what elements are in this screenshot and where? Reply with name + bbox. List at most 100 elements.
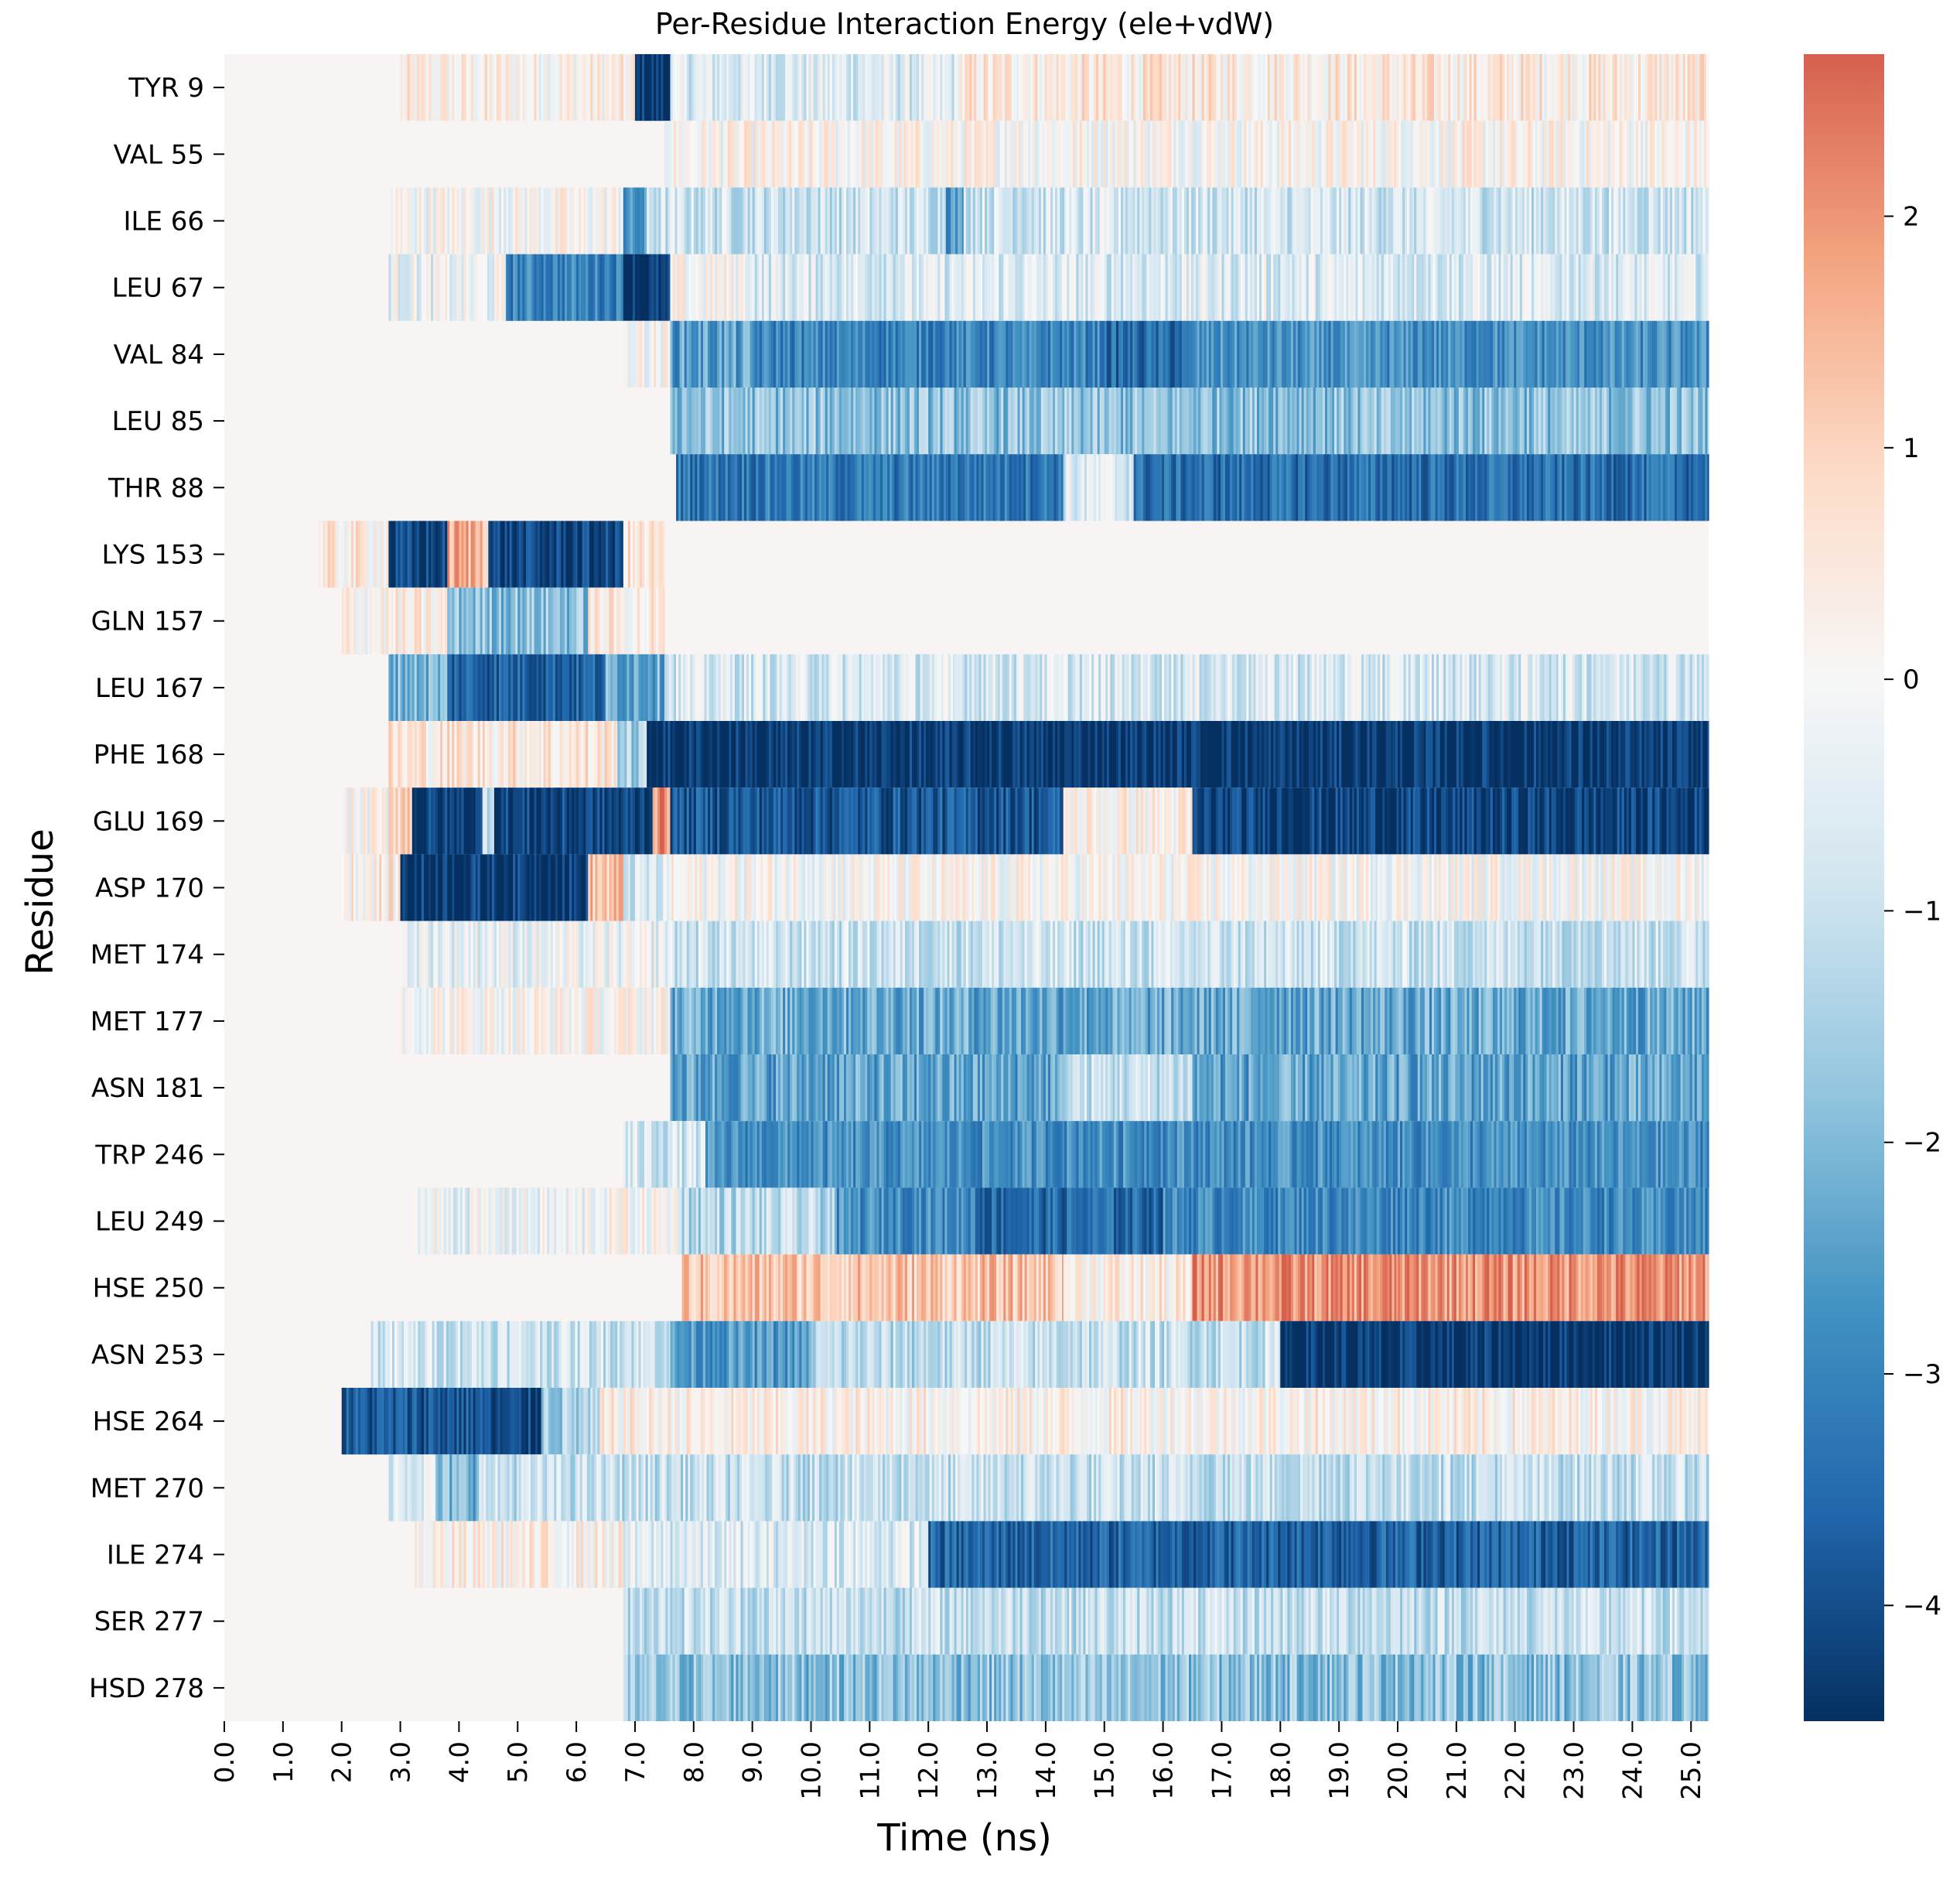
heatmap-cell <box>1702 388 1706 455</box>
heatmap-cell <box>1115 254 1119 321</box>
heatmap-cell <box>920 654 924 721</box>
heatmap-cell <box>1657 320 1660 388</box>
heatmap-cell <box>881 320 885 388</box>
heatmap-cell <box>965 121 968 188</box>
heatmap-cell <box>1300 320 1303 388</box>
heatmap-cell <box>1371 454 1374 521</box>
heatmap-cell <box>1666 654 1670 721</box>
heatmap-cell <box>1555 121 1559 188</box>
heatmap-cell <box>452 54 455 121</box>
heatmap-cell <box>1225 54 1228 121</box>
heatmap-cell <box>1374 721 1378 788</box>
heatmap-cell <box>654 721 657 788</box>
heatmap-cell <box>970 187 974 255</box>
heatmap-cell <box>416 654 420 721</box>
heatmap-cell <box>1637 388 1641 455</box>
heatmap-cell <box>548 787 551 855</box>
heatmap-cell <box>548 54 551 121</box>
heatmap-cell <box>1026 654 1029 721</box>
heatmap-cell <box>688 121 691 188</box>
heatmap-cell <box>1453 388 1457 455</box>
heatmap-cell <box>1600 121 1604 188</box>
heatmap-cell <box>1542 121 1545 188</box>
heatmap-cell <box>724 388 727 455</box>
heatmap-cell <box>1541 254 1544 321</box>
heatmap-cell <box>1483 320 1487 388</box>
heatmap-cell <box>1266 254 1269 321</box>
heatmap-cell <box>674 187 678 255</box>
heatmap-cell <box>1256 254 1260 321</box>
heatmap-cell <box>780 54 784 121</box>
heatmap-cell <box>1067 320 1070 388</box>
heatmap-cell <box>971 654 975 721</box>
heatmap-cell <box>1374 187 1378 255</box>
heatmap-cell <box>807 454 811 521</box>
heatmap-cell <box>926 721 929 788</box>
heatmap-cell <box>992 320 995 388</box>
heatmap-cell <box>1442 187 1446 255</box>
heatmap-cell <box>1579 54 1583 121</box>
heatmap-cell <box>1255 320 1259 388</box>
heatmap-cell <box>1353 187 1356 255</box>
heatmap-cell <box>985 121 989 188</box>
heatmap-cell <box>586 254 589 321</box>
heatmap-cell <box>1139 320 1142 388</box>
heatmap-cell <box>534 587 538 654</box>
heatmap-cell <box>611 54 615 121</box>
heatmap-cell <box>838 121 842 188</box>
heatmap-cell <box>1652 320 1655 388</box>
heatmap-cell <box>1142 54 1146 121</box>
heatmap-cell <box>831 388 835 455</box>
heatmap-cell <box>847 654 851 721</box>
heatmap-cell <box>1552 187 1555 255</box>
heatmap-cell <box>1514 187 1518 255</box>
heatmap-cell <box>1196 721 1199 788</box>
heatmap-cell <box>1484 388 1487 455</box>
heatmap-cell <box>1562 654 1566 721</box>
heatmap-cell <box>1128 320 1131 388</box>
heatmap-cell <box>1475 721 1478 788</box>
heatmap-cell <box>1535 654 1538 721</box>
heatmap-cell <box>418 721 422 788</box>
heatmap-cell <box>1094 721 1098 788</box>
heatmap-cell <box>859 654 862 721</box>
heatmap-cell <box>965 388 969 455</box>
heatmap-cell <box>622 654 625 721</box>
heatmap-cell <box>418 587 422 654</box>
heatmap-cell <box>885 454 888 521</box>
heatmap-cell <box>1294 721 1298 788</box>
heatmap-cell <box>543 187 547 255</box>
heatmap-cell <box>1247 254 1251 321</box>
heatmap-cell <box>812 121 815 188</box>
heatmap-cell <box>1185 121 1189 188</box>
heatmap-cell <box>738 320 742 388</box>
heatmap-cell <box>1368 121 1371 188</box>
heatmap-cell <box>1689 254 1692 321</box>
heatmap-cell <box>1665 254 1668 321</box>
heatmap-cell <box>388 187 392 255</box>
heatmap-cell <box>1654 320 1658 388</box>
heatmap-cell <box>1419 654 1423 721</box>
heatmap-cell <box>1403 654 1407 721</box>
heatmap-cell <box>1194 121 1198 188</box>
heatmap-cell <box>826 454 829 521</box>
heatmap-cell <box>827 388 831 455</box>
heatmap-cell <box>1031 388 1035 455</box>
heatmap-cell <box>1596 187 1600 255</box>
heatmap-cell <box>433 521 436 588</box>
heatmap-cell <box>482 787 486 855</box>
heatmap-cell <box>1063 654 1067 721</box>
heatmap-cell <box>867 54 870 121</box>
heatmap-cell <box>501 787 504 855</box>
heatmap-cell <box>1273 721 1276 788</box>
heatmap-cell <box>1199 121 1203 188</box>
heatmap-cell <box>1142 721 1145 788</box>
heatmap-cell <box>851 388 854 455</box>
heatmap-cell <box>1434 121 1437 188</box>
heatmap-cell <box>1043 254 1047 321</box>
heatmap-cell <box>1129 54 1132 121</box>
heatmap-cell <box>618 187 622 255</box>
heatmap-cell <box>1197 121 1200 188</box>
heatmap-cell <box>1296 187 1300 255</box>
